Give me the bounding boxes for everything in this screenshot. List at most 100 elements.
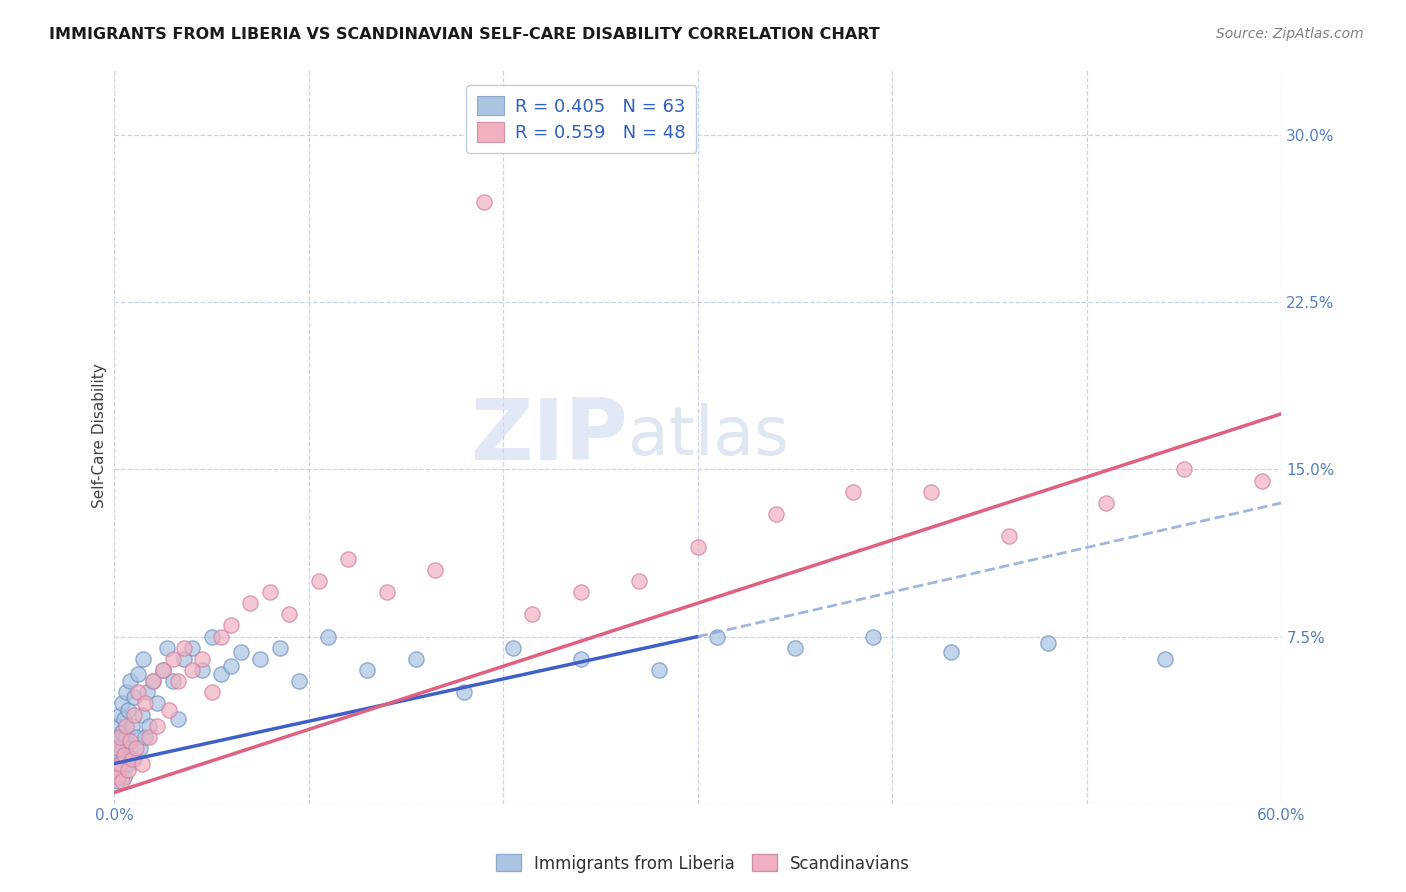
Point xyxy=(191,663,214,677)
Point xyxy=(107,774,129,789)
Point xyxy=(117,703,139,717)
Point xyxy=(288,674,311,689)
Point xyxy=(522,607,544,622)
Point xyxy=(111,697,134,711)
Point xyxy=(200,685,222,699)
Point xyxy=(173,640,195,655)
Point xyxy=(136,685,159,699)
Point xyxy=(115,685,138,699)
Text: ZIP: ZIP xyxy=(470,394,628,477)
Point xyxy=(628,574,651,588)
Point xyxy=(1173,462,1195,476)
Point xyxy=(108,734,131,748)
Point xyxy=(152,663,174,677)
Point xyxy=(269,640,291,655)
Point xyxy=(316,630,339,644)
Point xyxy=(1095,496,1118,510)
Point xyxy=(118,740,141,755)
Point xyxy=(124,740,146,755)
Point xyxy=(127,667,149,681)
Point xyxy=(152,663,174,677)
Point xyxy=(425,563,447,577)
Point xyxy=(939,645,962,659)
Point xyxy=(105,730,128,744)
Point xyxy=(105,763,128,777)
Point xyxy=(142,674,165,689)
Point xyxy=(191,652,214,666)
Point xyxy=(278,607,301,622)
Point xyxy=(108,763,131,777)
Point xyxy=(219,658,242,673)
Point xyxy=(118,674,141,689)
Point xyxy=(127,685,149,699)
Point xyxy=(569,585,592,599)
Point xyxy=(112,770,135,784)
Point xyxy=(765,507,787,521)
Legend: R = 0.405   N = 63, R = 0.559   N = 48: R = 0.405 N = 63, R = 0.559 N = 48 xyxy=(465,85,696,153)
Point xyxy=(134,730,156,744)
Text: atlas: atlas xyxy=(628,403,789,469)
Point xyxy=(1153,652,1175,666)
Point xyxy=(108,730,131,744)
Point xyxy=(706,630,728,644)
Point xyxy=(156,640,179,655)
Point xyxy=(472,195,495,210)
Point xyxy=(112,712,135,726)
Point xyxy=(229,645,252,659)
Point xyxy=(112,747,135,762)
Point xyxy=(1251,474,1274,488)
Point xyxy=(108,756,131,771)
Point xyxy=(173,652,195,666)
Point xyxy=(107,740,129,755)
Point xyxy=(219,618,242,632)
Point xyxy=(862,630,884,644)
Point xyxy=(122,752,145,766)
Point xyxy=(138,719,160,733)
Point xyxy=(121,752,143,766)
Point xyxy=(842,484,865,499)
Point xyxy=(124,730,146,744)
Point xyxy=(1036,636,1059,650)
Point xyxy=(259,585,281,599)
Point xyxy=(249,652,271,666)
Point xyxy=(117,763,139,777)
Point xyxy=(138,730,160,744)
Point xyxy=(111,725,134,739)
Point xyxy=(181,663,204,677)
Point xyxy=(118,734,141,748)
Point xyxy=(146,719,169,733)
Point xyxy=(162,652,184,666)
Point xyxy=(453,685,475,699)
Point xyxy=(167,712,190,726)
Point xyxy=(375,585,398,599)
Point xyxy=(105,763,128,777)
Point xyxy=(502,640,524,655)
Y-axis label: Self-Care Disability: Self-Care Disability xyxy=(93,364,107,508)
Point xyxy=(157,703,180,717)
Point xyxy=(209,630,232,644)
Point xyxy=(132,652,155,666)
Point xyxy=(117,756,139,771)
Point xyxy=(108,707,131,722)
Point xyxy=(108,747,131,762)
Point xyxy=(569,652,592,666)
Point xyxy=(181,640,204,655)
Point xyxy=(648,663,671,677)
Point xyxy=(107,770,129,784)
Point xyxy=(785,640,807,655)
Point xyxy=(134,697,156,711)
Text: Source: ZipAtlas.com: Source: ZipAtlas.com xyxy=(1216,27,1364,41)
Point xyxy=(115,730,138,744)
Point xyxy=(308,574,330,588)
Point xyxy=(107,756,129,771)
Point xyxy=(115,719,138,733)
Point xyxy=(121,719,143,733)
Point xyxy=(167,674,190,689)
Point xyxy=(131,756,153,771)
Point xyxy=(336,551,359,566)
Point xyxy=(686,541,709,555)
Point xyxy=(920,484,942,499)
Point xyxy=(162,674,184,689)
Point xyxy=(998,529,1021,543)
Point xyxy=(107,740,129,755)
